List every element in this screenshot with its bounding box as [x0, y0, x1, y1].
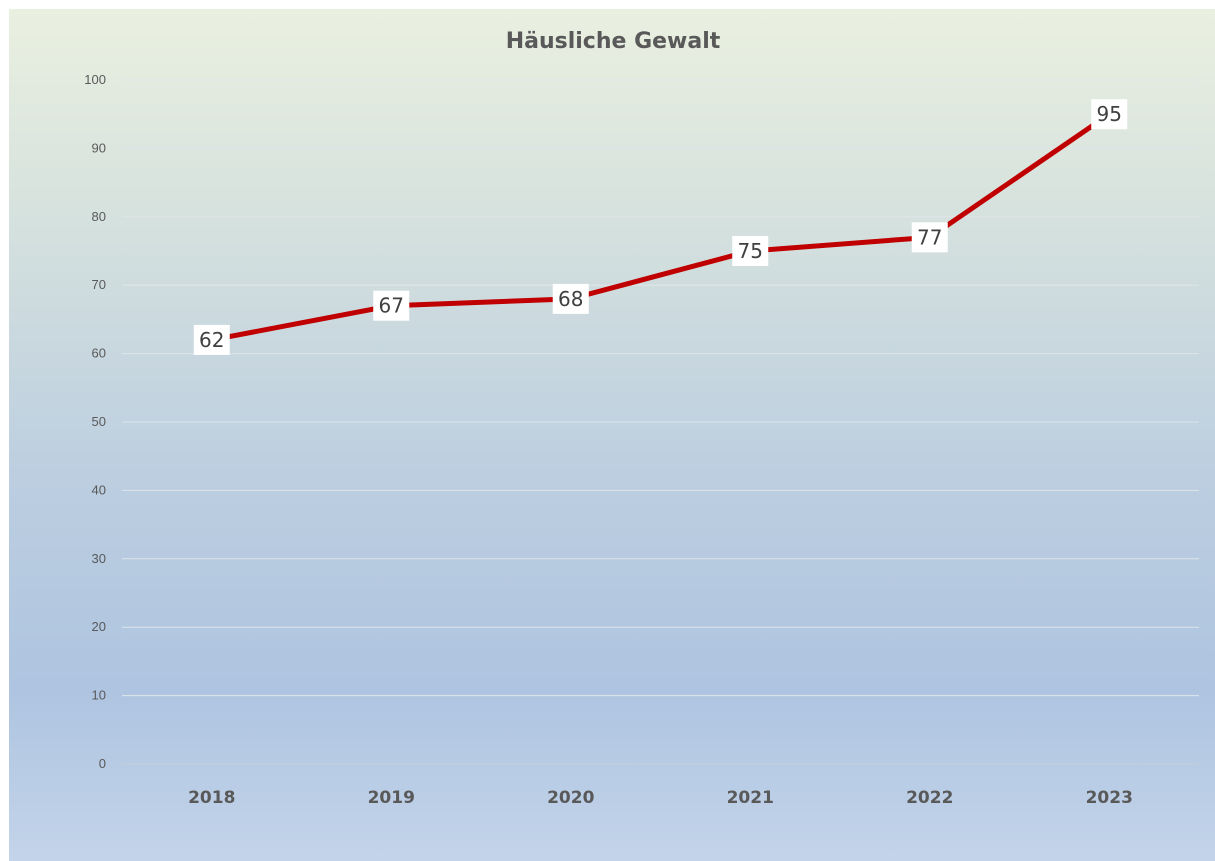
data-label-value: 75: [738, 239, 763, 263]
data-labels: 62 67 68 75 77 95: [193, 99, 1128, 355]
y-tick-label: 100: [84, 72, 106, 87]
data-label-box: [1091, 99, 1128, 130]
y-tick-label: 30: [92, 551, 106, 566]
series-lines: [209, 111, 1112, 343]
x-tick-label: 2019: [368, 788, 415, 808]
data-label-value: 62: [199, 328, 224, 352]
data-label-box: [911, 222, 948, 253]
data-label: 62: [193, 324, 230, 355]
chart-title: Häusliche Gewalt: [506, 29, 721, 54]
x-axis-ticks: 2018 2019 2020 2021 2022 2023: [188, 788, 1133, 808]
y-tick-label: 40: [92, 482, 106, 497]
data-label-box: [193, 324, 230, 355]
y-tick-label: 50: [92, 414, 106, 429]
x-tick-label: 2018: [188, 788, 235, 808]
chart-area: Häusliche Gewalt 0 10 20 30 40 50 60 70 80 90 100 …: [9, 9, 1215, 861]
y-tick-label: 70: [92, 277, 106, 292]
data-label-value: 95: [1097, 102, 1122, 126]
y-tick-label: 10: [92, 688, 106, 703]
data-label: 68: [552, 283, 589, 314]
gridlines: [122, 79, 1199, 765]
y-tick-label: 0: [99, 756, 106, 771]
data-label: 77: [911, 222, 948, 253]
series-line: [209, 111, 1112, 343]
y-tick-label: 60: [92, 346, 106, 361]
data-label-value: 67: [379, 294, 404, 318]
data-label-value: 68: [558, 287, 583, 311]
x-tick-label: 2021: [727, 788, 774, 808]
data-label-box: [373, 290, 410, 321]
y-tick-label: 80: [92, 209, 106, 224]
data-label: 67: [373, 290, 410, 321]
line-chart: Häusliche Gewalt 0102030405060708090100 …: [84, 29, 1199, 808]
y-tick-label: 90: [92, 140, 106, 155]
y-tick-label: 20: [92, 619, 106, 634]
data-label-box: [552, 283, 589, 314]
data-label: 95: [1091, 99, 1128, 130]
y-axis-ticks: 0 10 20 30 40 50 60 70 80 90 100: [84, 72, 106, 771]
data-label-box: [732, 236, 769, 266]
x-tick-label: 2022: [906, 788, 953, 808]
x-tick-label: 2020: [547, 788, 594, 808]
data-label: 75: [732, 236, 769, 266]
data-label-value: 77: [917, 225, 942, 249]
x-tick-label: 2023: [1086, 788, 1133, 808]
